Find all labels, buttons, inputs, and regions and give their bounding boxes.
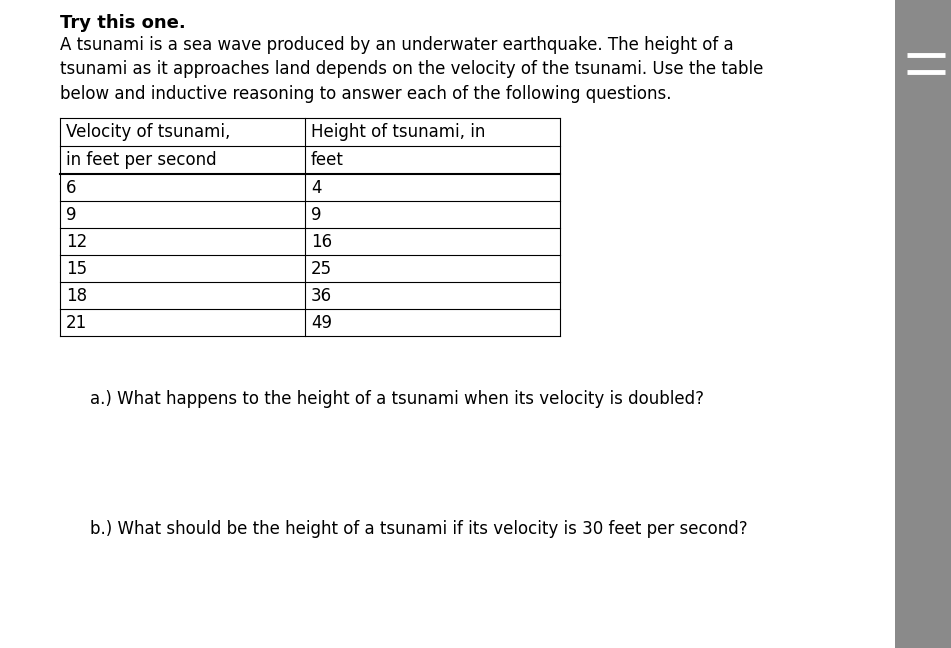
Text: feet: feet — [311, 151, 344, 169]
Text: a.) What happens to the height of a tsunami when its velocity is doubled?: a.) What happens to the height of a tsun… — [90, 390, 704, 408]
Text: 12: 12 — [66, 233, 87, 251]
Text: 15: 15 — [66, 260, 87, 278]
Text: Height of tsunami, in: Height of tsunami, in — [311, 123, 485, 141]
Text: 21: 21 — [66, 314, 87, 332]
Text: 6: 6 — [66, 179, 76, 197]
Text: A tsunami is a sea wave produced by an underwater earthquake. The height of a
ts: A tsunami is a sea wave produced by an u… — [60, 36, 764, 102]
Text: Try this one.: Try this one. — [60, 14, 185, 32]
Text: 49: 49 — [311, 314, 332, 332]
Text: 9: 9 — [66, 206, 76, 224]
Text: b.) What should be the height of a tsunami if its velocity is 30 feet per second: b.) What should be the height of a tsuna… — [90, 520, 747, 538]
Text: 25: 25 — [311, 260, 332, 278]
Text: 4: 4 — [311, 179, 321, 197]
Text: Velocity of tsunami,: Velocity of tsunami, — [66, 123, 230, 141]
Text: 36: 36 — [311, 287, 332, 305]
Text: 18: 18 — [66, 287, 87, 305]
Bar — [895, 0, 951, 648]
Text: 16: 16 — [311, 233, 332, 251]
Text: 9: 9 — [311, 206, 321, 224]
Text: in feet per second: in feet per second — [66, 151, 217, 169]
